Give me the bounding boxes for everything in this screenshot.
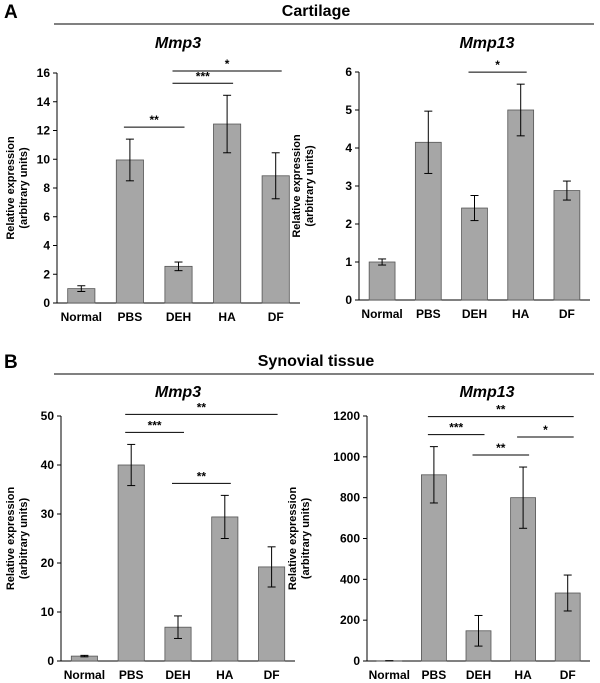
x-tick-label: DF [264,668,280,682]
x-tick-label: DF [559,307,575,321]
x-tick-label: Normal [361,307,402,321]
y-tick-label: 0 [353,654,360,668]
panel-letter-a: A [4,2,18,23]
y-tick-label: 30 [41,507,55,521]
y-tick-label: 12 [37,124,51,138]
x-tick-label: HA [512,307,530,321]
x-tick-label: Normal [369,668,410,682]
y-tick-label: 50 [41,409,55,423]
chart-title: Mmp13 [459,35,514,52]
bar-df [554,592,581,662]
x-tick-label: DEH [166,310,191,324]
x-tick-label: HA [216,668,234,682]
panel-title-a: Cartilage [282,3,351,20]
bar-pbs [115,159,144,304]
y-axis-label: Relative expression(arbitrary units) [5,487,30,591]
significance-label: *** [148,418,162,432]
y-tick-label: 0 [43,296,50,310]
x-tick-label: PBS [119,668,144,682]
y-tick-label: 800 [340,491,360,505]
chart-title: Mmp3 [155,35,201,52]
y-axis-label-line-1: Relative expression [5,136,17,240]
bar-ha [507,109,535,301]
y-axis-label-line-1: Relative expression [291,134,303,238]
y-axis-label-line-2: (arbitrary units) [18,147,30,229]
y-axis-label-line-2: (arbitrary units) [300,498,312,580]
y-tick-label: 6 [43,210,50,224]
bar-df [553,190,581,301]
y-axis-label-line-1: Relative expression [287,487,299,591]
panel-letter-b: B [4,352,18,373]
x-tick-label: HA [218,310,236,324]
bar-deh [461,207,488,301]
chart-title: Mmp3 [155,384,201,401]
chart-b-mmp13: Mmp13 Relative expression(arbitrary units… [287,384,590,682]
y-tick-label: 200 [340,613,360,627]
x-tick-label: PBS [416,307,441,321]
y-tick-label: 16 [37,66,51,80]
bar-ha [211,516,239,662]
x-tick-label: DEH [466,668,491,682]
x-tick-label: PBS [118,310,143,324]
panel-title-b: Synovial tissue [258,353,375,370]
significance-label: *** [196,69,210,83]
significance-label: * [495,58,500,72]
y-axis-label: Relative expression(arbitrary units) [5,136,30,240]
bar-pbs [421,474,447,662]
y-tick-label: 2 [345,217,352,231]
y-axis-label-line-2: (arbitrary units) [304,145,316,227]
significance-label: * [543,423,548,437]
chart-b-mmp3: Mmp3 Relative expression(arbitrary units)… [5,384,295,682]
y-tick-label: 400 [340,572,360,586]
significance-label: * [225,57,230,71]
x-tick-label: Normal [61,310,102,324]
x-tick-label: HA [514,668,532,682]
bar-ha [213,123,242,304]
x-tick-label: DF [268,310,284,324]
chart-a-mmp13: Mmp13 Relative expression(arbitrary units… [291,35,590,321]
x-tick-label: DEH [462,307,487,321]
y-tick-label: 10 [37,152,51,166]
significance-label: ** [150,113,160,127]
y-tick-label: 0 [47,654,54,668]
x-tick-label: DEH [165,668,190,682]
y-tick-label: 6 [345,65,352,79]
significance-label: ** [197,469,207,483]
significance-label: *** [449,421,463,435]
y-tick-label: 3 [345,179,352,193]
y-tick-label: 14 [37,95,51,109]
x-tick-label: PBS [422,668,447,682]
y-tick-label: 4 [43,239,50,253]
y-axis-label-line-1: Relative expression [5,487,17,591]
y-tick-label: 20 [41,556,55,570]
y-axis-label: Relative expression(arbitrary units) [291,134,316,238]
y-tick-label: 0 [345,293,352,307]
significance-label: ** [197,400,207,414]
y-tick-label: 4 [345,141,352,155]
bar-deh [164,265,193,304]
y-tick-label: 5 [345,103,352,117]
y-tick-label: 1200 [333,409,360,423]
y-tick-label: 1000 [333,450,360,464]
y-tick-label: 10 [41,605,55,619]
y-tick-label: 2 [43,267,50,281]
y-tick-label: 1 [345,255,352,269]
bar-pbs [117,464,145,662]
y-tick-label: 8 [43,181,50,195]
bar-normal [368,261,396,301]
x-tick-label: DF [560,668,576,682]
x-tick-label: Normal [64,668,105,682]
y-tick-label: 40 [41,458,55,472]
significance-label: ** [496,441,506,455]
y-tick-label: 600 [340,532,360,546]
significance-label: ** [496,403,506,417]
chart-title: Mmp13 [459,384,514,401]
y-axis-label-line-2: (arbitrary units) [18,498,30,580]
y-axis-label: Relative expression(arbitrary units) [287,487,312,591]
